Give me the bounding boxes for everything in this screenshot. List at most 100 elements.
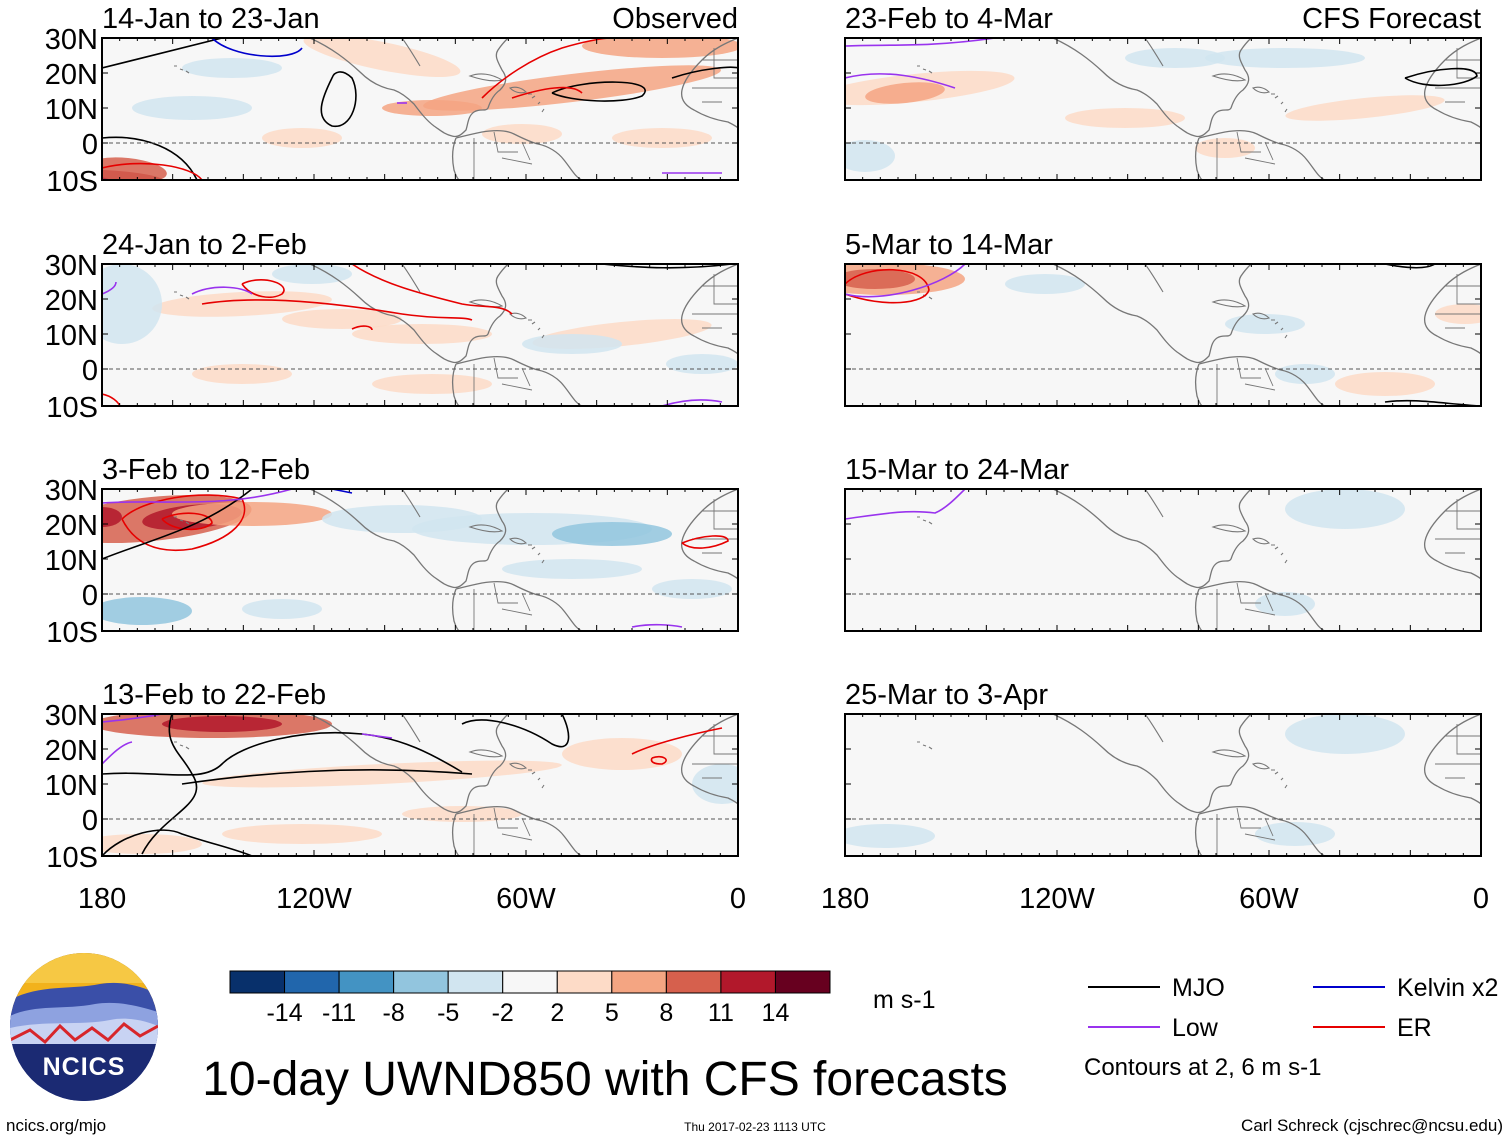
legend-label: ER bbox=[1397, 1014, 1432, 1042]
colorbar-label: 8 bbox=[659, 999, 673, 1027]
lat-label: 30N bbox=[45, 700, 98, 732]
lon-label: 120W bbox=[276, 883, 352, 915]
ncics-logo: NCICS bbox=[10, 953, 158, 1101]
colorbar-swatch bbox=[502, 970, 558, 994]
wave-contour bbox=[511, 86, 583, 99]
wave-contour bbox=[671, 66, 738, 79]
lon-label: 60W bbox=[496, 883, 556, 915]
lon-label: 180 bbox=[821, 883, 869, 915]
panel-title: 14-Jan to 23-Jan bbox=[102, 3, 320, 35]
footer-credit: Carl Schreck (cjschrec@ncsu.edu) bbox=[1241, 1116, 1503, 1135]
wave-contour bbox=[650, 755, 667, 765]
colorbar-label: -5 bbox=[437, 999, 459, 1027]
wave-contour bbox=[845, 264, 966, 298]
colorbar-swatch bbox=[229, 970, 286, 994]
lat-label: 20N bbox=[45, 285, 98, 317]
logo-text: NCICS bbox=[43, 1053, 126, 1081]
wave-contour bbox=[102, 38, 223, 69]
anomaly-fill bbox=[182, 58, 282, 78]
anomaly-fill bbox=[282, 309, 402, 329]
anomaly-fill bbox=[262, 128, 342, 148]
lon-label: 0 bbox=[1473, 883, 1489, 915]
anomaly-fill bbox=[162, 716, 282, 732]
legend-note: Contours at 2, 6 m s-1 bbox=[1084, 1054, 1321, 1081]
colorbar-swatch bbox=[393, 970, 449, 994]
panel-title: 13-Feb to 22-Feb bbox=[102, 679, 326, 711]
anomaly-fill bbox=[482, 124, 562, 144]
panel-title: 5-Mar to 14-Mar bbox=[845, 229, 1053, 261]
wave-contour bbox=[121, 494, 246, 551]
wave-contour bbox=[102, 731, 463, 776]
colorbar-swatch bbox=[720, 970, 776, 994]
anomaly-fill bbox=[1335, 372, 1435, 396]
lat-label: 30N bbox=[45, 250, 98, 282]
anomaly-fill bbox=[402, 806, 522, 822]
colorbar-swatch bbox=[665, 970, 722, 994]
anomaly-fill bbox=[1205, 48, 1365, 68]
anomaly-fill bbox=[1225, 314, 1305, 334]
footer-timestamp: Thu 2017-02-23 1113 UTC bbox=[684, 1120, 826, 1134]
wave-contour bbox=[681, 535, 729, 549]
anomaly-fill bbox=[1125, 48, 1225, 68]
anomaly-fill bbox=[522, 334, 622, 354]
colorbar-swatch bbox=[284, 970, 340, 994]
panel-tag: Observed bbox=[612, 3, 738, 35]
anomaly-fill bbox=[1065, 108, 1185, 128]
panel-title: 24-Jan to 2-Feb bbox=[102, 229, 307, 261]
anomaly-fill bbox=[172, 502, 332, 526]
anomaly-fill bbox=[303, 38, 461, 77]
wave-contour bbox=[351, 264, 513, 315]
wave-contour bbox=[102, 281, 117, 295]
wave-contour bbox=[845, 268, 930, 304]
anomaly-fill bbox=[562, 738, 682, 770]
lon-label: 180 bbox=[78, 883, 126, 915]
anomaly-fill bbox=[552, 522, 672, 546]
anomaly-fill bbox=[352, 324, 492, 344]
colorbar-label: -11 bbox=[322, 999, 356, 1027]
anomaly-fill bbox=[152, 291, 332, 317]
anomaly-fill bbox=[242, 599, 322, 619]
anomaly-fill bbox=[666, 354, 738, 374]
anomaly-fill bbox=[1275, 364, 1335, 384]
colorbar-label: -14 bbox=[266, 999, 302, 1027]
legend-label: Low bbox=[1172, 1014, 1219, 1042]
anomaly-fill bbox=[1285, 95, 1445, 121]
colorbar-units: m s-1 bbox=[873, 986, 936, 1014]
wave-contour bbox=[141, 714, 198, 855]
panel-title: 3-Feb to 12-Feb bbox=[102, 454, 310, 486]
wave-contour bbox=[845, 38, 996, 47]
colorbar-label: 14 bbox=[762, 999, 790, 1027]
lat-label: 10S bbox=[46, 392, 98, 424]
anomaly-fill bbox=[845, 140, 895, 172]
wave-contour bbox=[201, 299, 473, 321]
wave-contour bbox=[161, 512, 213, 531]
lat-label: 10S bbox=[46, 842, 98, 874]
anomaly-fill bbox=[192, 364, 292, 384]
wave-contour bbox=[631, 623, 683, 628]
colorbar-swatch bbox=[774, 970, 831, 994]
lat-label: 0 bbox=[82, 129, 98, 161]
anomaly-fill bbox=[502, 559, 642, 579]
lat-label: 10N bbox=[45, 94, 98, 126]
wave-contour bbox=[211, 38, 303, 58]
panel-title: 23-Feb to 4-Mar bbox=[845, 3, 1053, 35]
anomaly-fill bbox=[372, 374, 492, 394]
lat-label: 20N bbox=[45, 59, 98, 91]
anomaly-fill bbox=[1285, 714, 1405, 754]
anomaly-fill bbox=[222, 824, 382, 844]
anomaly-fill bbox=[1285, 489, 1405, 529]
anomaly-fill bbox=[102, 264, 162, 344]
lat-label: 10S bbox=[46, 617, 98, 649]
colorbar-swatch bbox=[611, 970, 667, 994]
anomaly-fill bbox=[102, 597, 192, 625]
wave-contour bbox=[102, 162, 203, 180]
anomaly-fill bbox=[202, 760, 562, 788]
anomaly-fill bbox=[865, 82, 945, 104]
colorbar-label: 2 bbox=[550, 999, 564, 1027]
lat-label: 10S bbox=[46, 166, 98, 198]
anomaly-fill bbox=[845, 824, 935, 848]
colorbar-swatch bbox=[338, 970, 395, 994]
